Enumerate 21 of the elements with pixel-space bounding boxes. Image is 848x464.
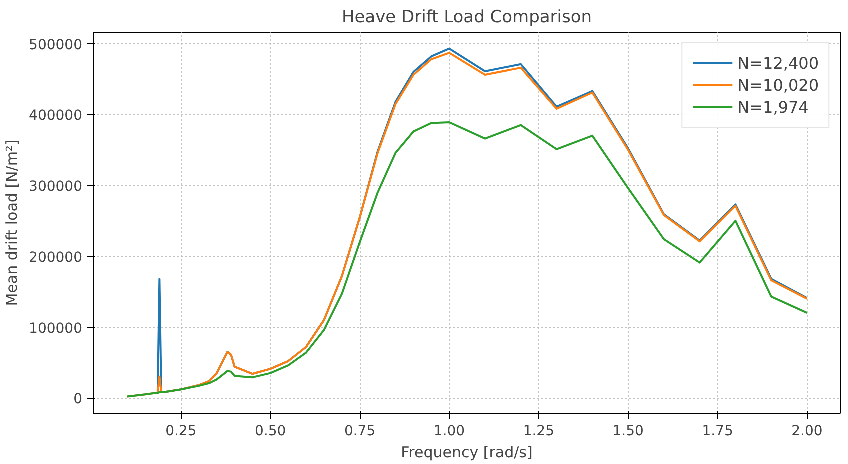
x-tick-label: 0.50 <box>255 424 286 440</box>
legend-label: N=1,974 <box>738 98 809 116</box>
y-tick-label: 400000 <box>29 108 83 124</box>
chart-title: Heave Drift Load Comparison <box>342 8 592 28</box>
legend-label: N=10,020 <box>738 76 819 94</box>
line-series <box>126 121 808 398</box>
y-tick-label: 200000 <box>29 250 83 266</box>
x-axis-title: Frequency [rad/s] <box>401 444 533 462</box>
x-tick-label: 0.25 <box>166 424 197 440</box>
y-tick-label: 300000 <box>29 179 83 196</box>
x-tick-label: 2.00 <box>792 424 823 440</box>
x-tick-label: 1.25 <box>523 424 554 440</box>
y-tick-label: 0 <box>74 392 83 408</box>
legend-label: N=12,400 <box>738 54 819 72</box>
y-tick-label: 500000 <box>29 37 83 54</box>
y-axis-title: Mean drift load [N/m²] <box>3 140 22 306</box>
x-tick-label: 1.00 <box>434 424 466 440</box>
y-tick-label: 100000 <box>29 320 83 337</box>
x-tick-label: 1.50 <box>612 424 644 440</box>
x-tick-label: 0.75 <box>344 424 376 440</box>
x-tick-label: 1.75 <box>702 424 734 440</box>
